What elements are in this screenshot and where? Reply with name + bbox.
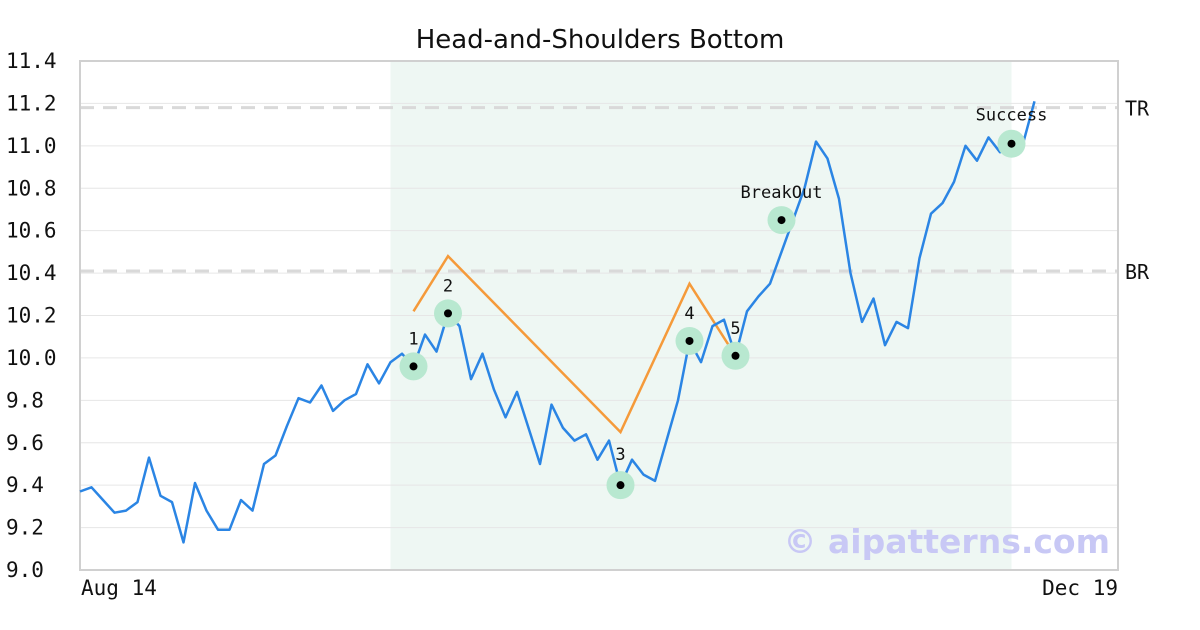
pattern-line (412, 254, 737, 435)
plot-frame (79, 60, 1119, 571)
y-tick-label: 9.8 (6, 388, 44, 412)
watermark: © aipatterns.com (784, 522, 1110, 561)
x-tick-label: Dec 19 (1042, 576, 1118, 600)
annotation-label: Success (976, 106, 1048, 126)
marker-point (616, 481, 625, 490)
y-axis-ticks: 9.0 9.2 9.4 9.6 9.8 10.0 10.2 10.4 10.6 10.8 11.0 1… (6, 49, 57, 582)
y-tick-label: 9.2 (6, 516, 44, 540)
reference-line-label: BR (1125, 260, 1150, 284)
y-tick-label: 9.4 (6, 473, 44, 497)
annotation-label: 5 (730, 319, 740, 339)
chart-title: Head-and-Shoulders Bottom (416, 25, 785, 55)
annotation-label: 1 (408, 329, 418, 349)
y-tick-label: 11.0 (6, 134, 57, 158)
y-tick-label: 10.6 (6, 219, 57, 243)
grid (80, 60, 1118, 571)
x-axis-ticks: Aug 14 Dec 19 (81, 576, 1118, 600)
price-series (79, 100, 1036, 544)
reference-line-label: TR (1125, 97, 1150, 121)
reference-lines: TR BR (80, 97, 1150, 284)
annotation-label: 4 (684, 304, 694, 324)
y-tick-label: 10.8 (6, 176, 57, 200)
annotation-label: 3 (615, 445, 625, 465)
y-tick-label: 10.4 (6, 261, 57, 285)
pattern-markers: 1 2 3 4 5 BreakOut Success (399, 106, 1048, 500)
y-tick-label: 9.0 (6, 558, 44, 582)
marker-point (1007, 139, 1016, 148)
marker-point (444, 309, 452, 318)
y-tick-label: 11.2 (6, 91, 57, 115)
marker-point (731, 351, 740, 360)
pattern-lines (412, 254, 737, 435)
marker-point (777, 216, 786, 225)
y-tick-label: 11.4 (6, 49, 57, 73)
x-tick-label: Aug 14 (81, 576, 157, 600)
annotation-label: 2 (443, 276, 453, 296)
y-tick-label: 10.2 (6, 304, 57, 328)
marker-point (685, 336, 694, 345)
marker-point (409, 362, 418, 371)
y-tick-label: 9.6 (6, 431, 44, 455)
price-line (79, 100, 1036, 544)
y-tick-label: 10.0 (6, 346, 57, 370)
annotation-label: BreakOut (741, 183, 823, 203)
